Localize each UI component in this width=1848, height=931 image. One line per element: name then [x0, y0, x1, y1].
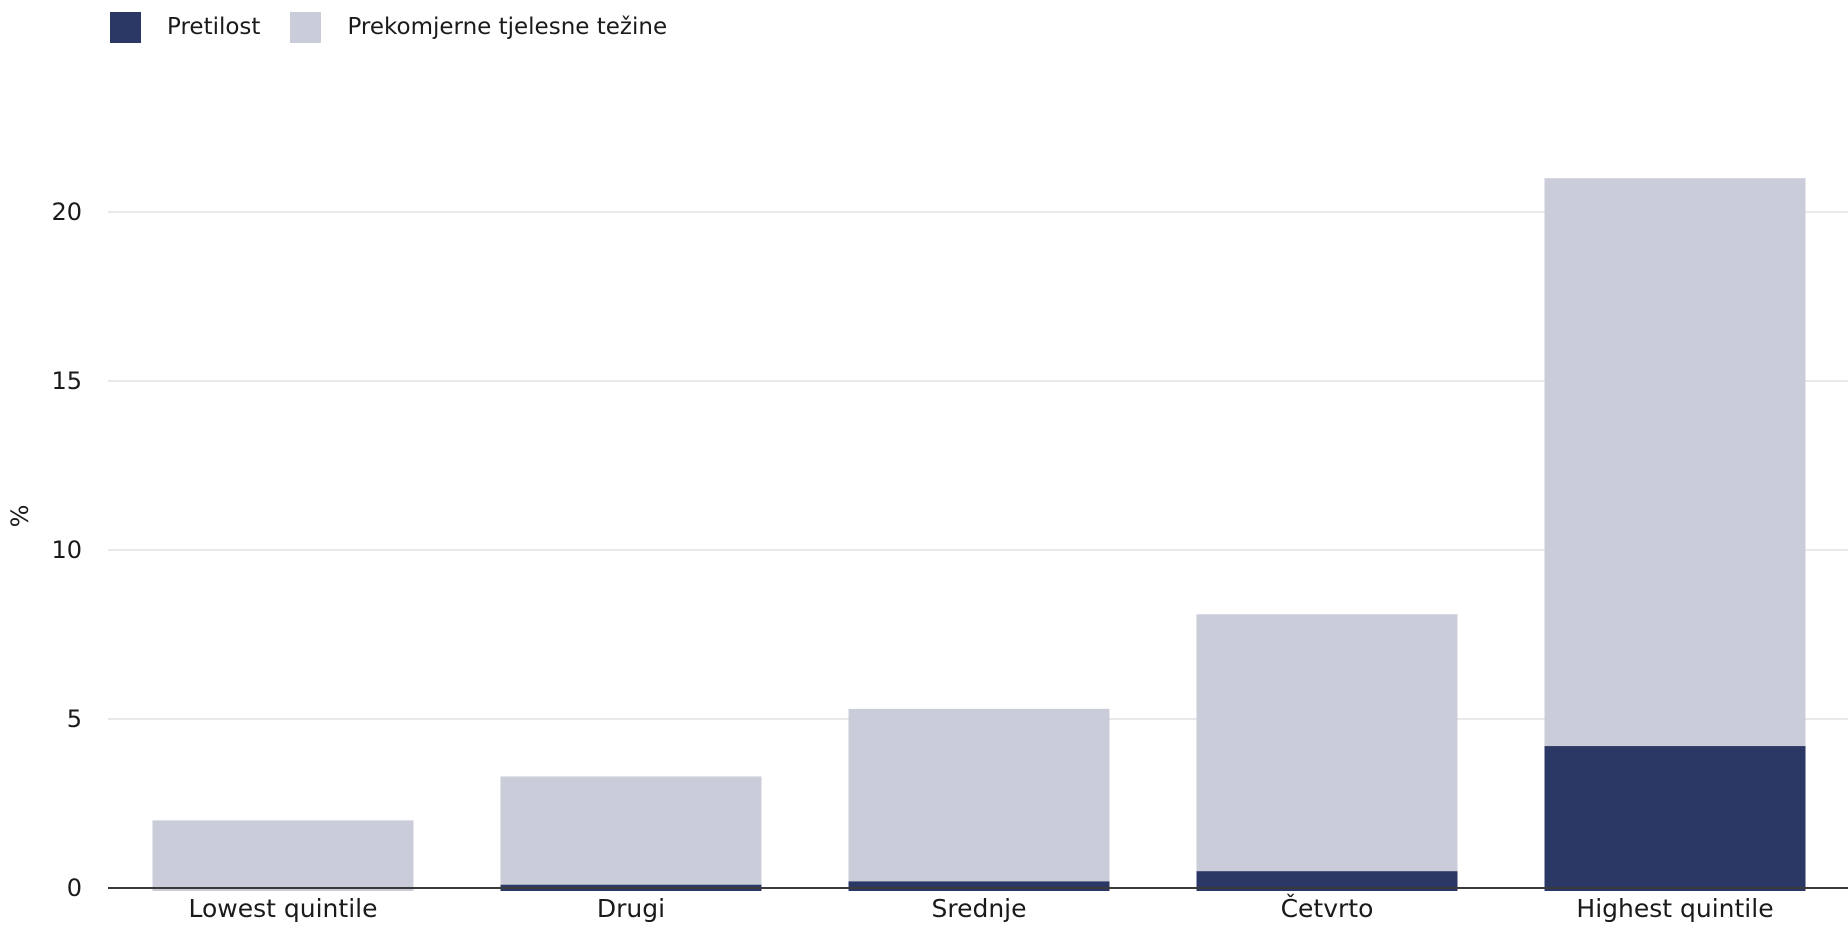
y-tick-label-10: 10: [51, 536, 82, 564]
axes: 0 5 10 15 20 Lowest quintile Drugi Srednje Četvr…: [51, 198, 1848, 923]
y-tick-label-20: 20: [51, 198, 82, 226]
y-axis-label: %: [6, 505, 34, 528]
x-tick-label-3: Četvrto: [1281, 893, 1374, 923]
bar-prekomjerne-2[interactable]: [848, 708, 1110, 882]
legend-item-prekomjerne[interactable]: Prekomjerne tjelesne težine: [290, 11, 668, 43]
bars: [152, 178, 1806, 891]
y-tick-label-0: 0: [67, 874, 82, 902]
x-tick-label-4: Highest quintile: [1576, 894, 1773, 923]
bar-prekomjerne-4[interactable]: [1544, 178, 1806, 747]
x-tick-label-0: Lowest quintile: [189, 894, 378, 923]
y-tick-label-5: 5: [67, 705, 82, 733]
x-tick-label-1: Drugi: [597, 894, 665, 923]
x-tick-label-2: Srednje: [931, 894, 1026, 923]
legend-label-pretilost: Pretilost: [167, 14, 261, 40]
bar-prekomjerne-0[interactable]: [152, 820, 414, 891]
bar-pretilost-3[interactable]: [1196, 871, 1458, 891]
y-tick-label-15: 15: [51, 367, 82, 395]
bar-pretilost-4[interactable]: [1544, 746, 1806, 891]
legend-swatch-pretilost: [110, 11, 141, 43]
bar-pretilost-2[interactable]: [848, 881, 1110, 891]
bar-prekomjerne-3[interactable]: [1196, 614, 1458, 872]
legend-item-pretilost[interactable]: Pretilost: [110, 11, 261, 43]
legend-swatch-prekomjerne: [290, 11, 322, 43]
legend: Pretilost Prekomjerne tjelesne težine: [110, 10, 697, 44]
legend-label-prekomjerne: Prekomjerne tjelesne težine: [347, 14, 668, 40]
bar-prekomjerne-1[interactable]: [500, 776, 762, 885]
